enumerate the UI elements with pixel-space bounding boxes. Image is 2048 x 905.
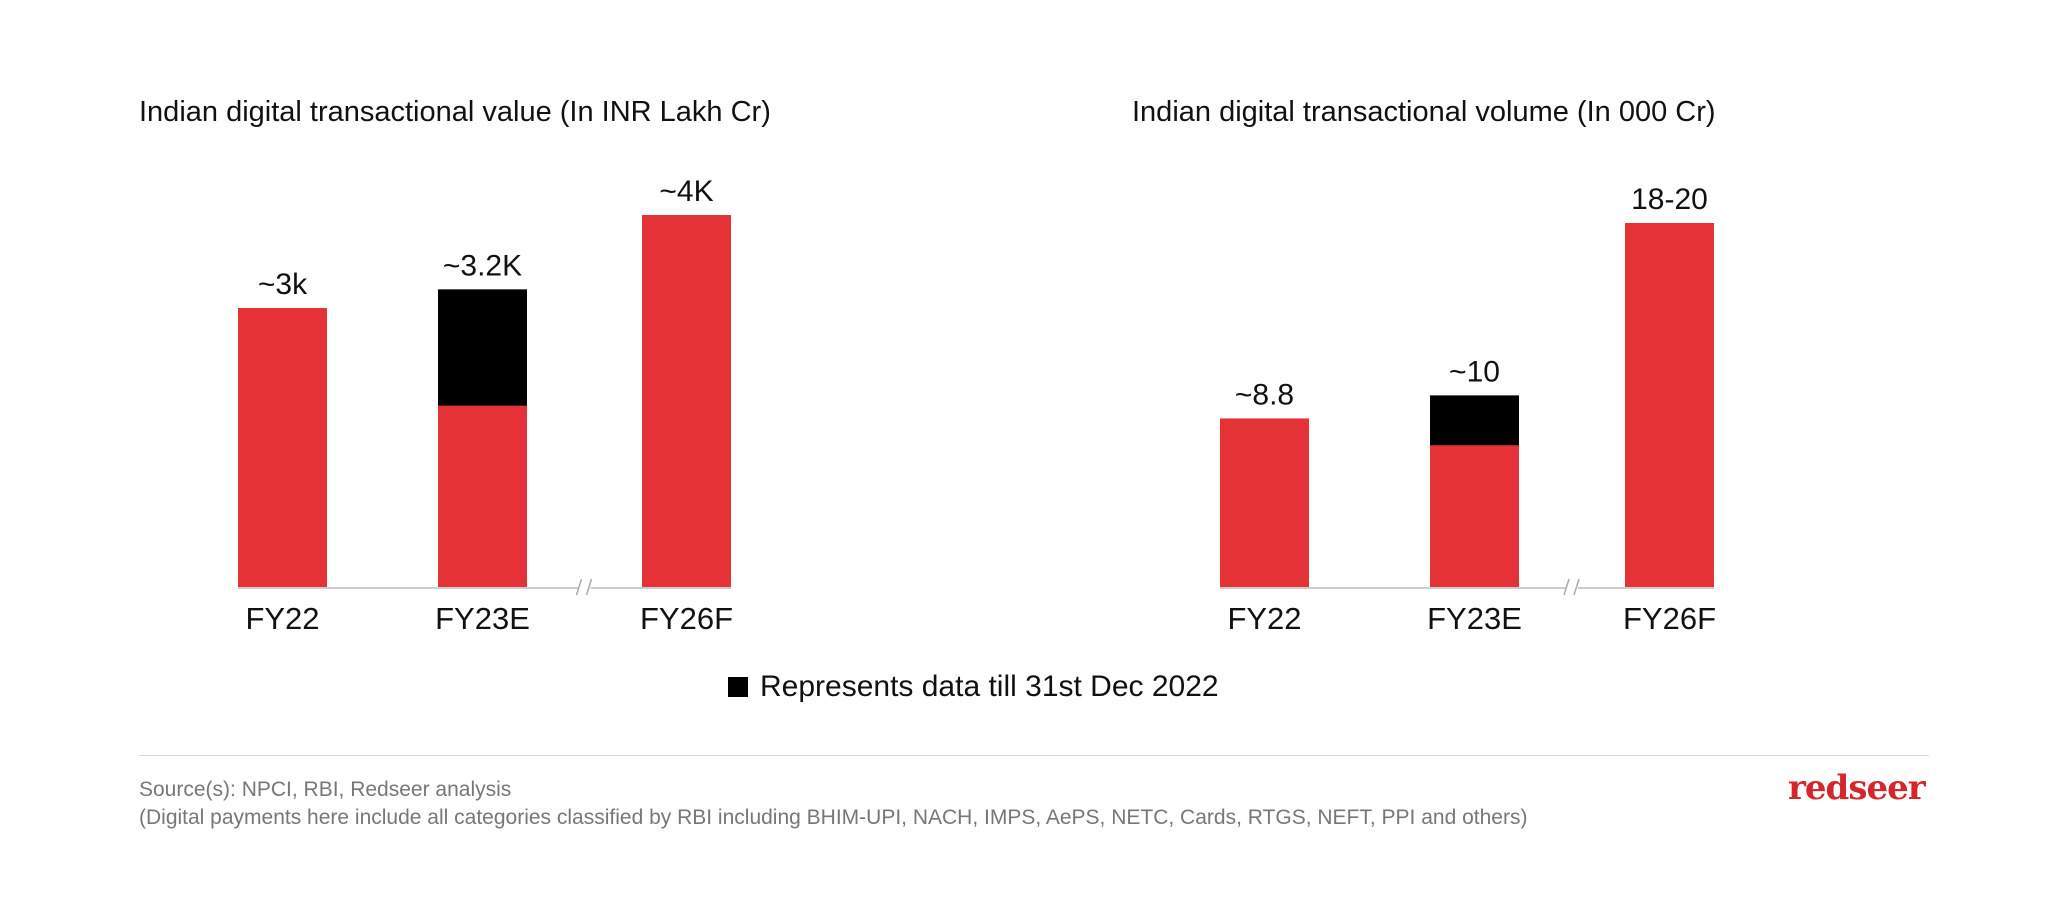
source-text: Source(s): NPCI, RBI, Redseer analysis xyxy=(139,778,512,801)
x-tick-label: FY26F xyxy=(1623,601,1716,636)
axis-break-mark xyxy=(1563,578,1570,596)
x-tick-label: FY23E xyxy=(1427,601,1522,636)
bar-fy26f xyxy=(642,215,731,587)
chart-title-volume: Indian digital transactional volume (In … xyxy=(1132,96,1716,128)
legend-label: Represents data till 31st Dec 2022 xyxy=(760,670,1219,703)
axis-break-mark xyxy=(575,578,583,596)
data-label: ~10 xyxy=(1449,355,1500,388)
bar-fy22 xyxy=(238,308,327,587)
bar-segment-till-dec-2022 xyxy=(1430,395,1519,446)
x-tick-label: FY22 xyxy=(1227,601,1301,636)
data-label: ~4K xyxy=(659,175,713,208)
axis-break-mark xyxy=(585,578,593,596)
bar-segment-till-dec-2022 xyxy=(438,289,527,406)
bar-fy22 xyxy=(1220,418,1309,587)
legend: Represents data till 31st Dec 2022 xyxy=(728,670,1219,704)
bar-fy26f xyxy=(1625,223,1714,587)
divider xyxy=(139,755,1929,756)
data-label: ~3.2K xyxy=(443,249,522,282)
note-text: (Digital payments here include all categ… xyxy=(139,806,1528,829)
axis-break-mark xyxy=(1573,578,1580,596)
data-label: ~8.8 xyxy=(1235,378,1294,411)
chart-title-value: Indian digital transactional value (In I… xyxy=(139,96,771,128)
data-label: 18-20 xyxy=(1631,183,1708,216)
x-tick-label: FY23E xyxy=(435,601,530,636)
redseer-logo: redseer xyxy=(1788,768,1926,808)
x-tick-label: FY22 xyxy=(245,601,319,636)
data-label: ~3k xyxy=(258,268,308,301)
legend-swatch xyxy=(728,677,748,697)
x-tick-label: FY26F xyxy=(640,601,733,636)
